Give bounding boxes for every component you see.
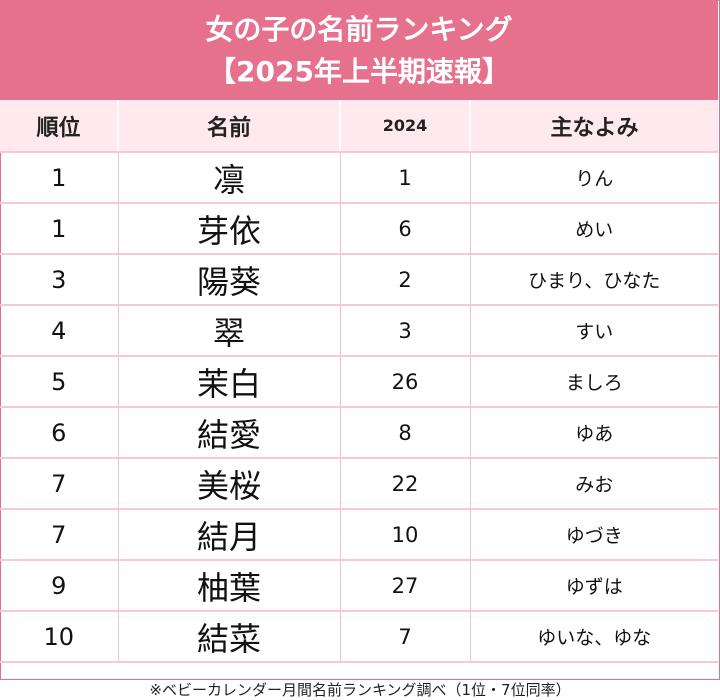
table-row: 7 結月 10 ゆづき — [0, 509, 718, 561]
prev-rank-cell: 26 — [340, 356, 471, 408]
reading-cell: みお — [470, 458, 718, 510]
footnote: ※ベビーカレンダー月間名前ランキング調べ（1位・7位同率） — [149, 681, 571, 699]
table-row: 9 柚葉 27 ゆずは — [0, 560, 718, 612]
name-cell: 陽葵 — [118, 254, 341, 306]
prev-rank-cell: 22 — [340, 458, 471, 510]
rank-cell: 7 — [0, 458, 119, 510]
table-row: 3 陽葵 2 ひまり、ひなた — [0, 254, 718, 306]
rank-cell: 10 — [0, 611, 119, 663]
prev-rank-cell: 2 — [340, 254, 471, 306]
prev-rank-cell: 3 — [340, 305, 471, 357]
reading-cell: ましろ — [470, 356, 718, 408]
column-header-rank: 順位 — [0, 100, 119, 153]
name-cell: 結愛 — [118, 407, 341, 459]
table-header-row: 順位 名前 2024 主なよみ — [0, 100, 718, 153]
prev-rank-cell: 6 — [340, 203, 471, 255]
prev-rank-cell: 1 — [340, 152, 471, 204]
ranking-table: 順位 名前 2024 主なよみ 1 凛 1 りん 1 芽依 6 めい 3 陽葵 … — [0, 100, 718, 663]
column-header-name: 名前 — [118, 100, 341, 153]
name-cell: 凛 — [118, 152, 341, 204]
rank-cell: 9 — [0, 560, 119, 612]
reading-cell: すい — [470, 305, 718, 357]
prev-rank-cell: 10 — [340, 509, 471, 561]
name-cell: 茉白 — [118, 356, 341, 408]
table-row: 1 芽依 6 めい — [0, 203, 718, 255]
name-cell: 美桜 — [118, 458, 341, 510]
table-header-banner: 女の子の名前ランキング 【2025年上半期速報】 — [0, 0, 718, 100]
table-row: 4 翠 3 すい — [0, 305, 718, 357]
table-row: 6 結愛 8 ゆあ — [0, 407, 718, 459]
page-title: 女の子の名前ランキング — [205, 13, 513, 46]
reading-cell: めい — [470, 203, 718, 255]
prev-rank-cell: 27 — [340, 560, 471, 612]
rank-cell: 4 — [0, 305, 119, 357]
reading-cell: ゆいな、ゆな — [470, 611, 718, 663]
name-cell: 芽依 — [118, 203, 341, 255]
prev-rank-cell: 7 — [340, 611, 471, 663]
name-cell: 柚葉 — [118, 560, 341, 612]
reading-cell: ゆづき — [470, 509, 718, 561]
table-row: 10 結菜 7 ゆいな、ゆな — [0, 611, 718, 663]
table-row: 7 美桜 22 みお — [0, 458, 718, 510]
rank-cell: 6 — [0, 407, 119, 459]
reading-cell: ゆあ — [470, 407, 718, 459]
table-row: 5 茉白 26 ましろ — [0, 356, 718, 408]
name-cell: 翠 — [118, 305, 341, 357]
rank-cell: 3 — [0, 254, 119, 306]
rank-cell: 7 — [0, 509, 119, 561]
page-subtitle: 【2025年上半期速報】 — [208, 55, 510, 88]
rank-cell: 1 — [0, 152, 119, 204]
table-row: 1 凛 1 りん — [0, 152, 718, 204]
reading-cell: りん — [470, 152, 718, 204]
prev-rank-cell: 8 — [340, 407, 471, 459]
name-cell: 結菜 — [118, 611, 341, 663]
name-cell: 結月 — [118, 509, 341, 561]
rank-cell: 1 — [0, 203, 119, 255]
reading-cell: ゆずは — [470, 560, 718, 612]
column-header-reading: 主なよみ — [470, 100, 718, 153]
rank-cell: 5 — [0, 356, 119, 408]
reading-cell: ひまり、ひなた — [470, 254, 718, 306]
column-header-2024: 2024 — [340, 100, 471, 153]
